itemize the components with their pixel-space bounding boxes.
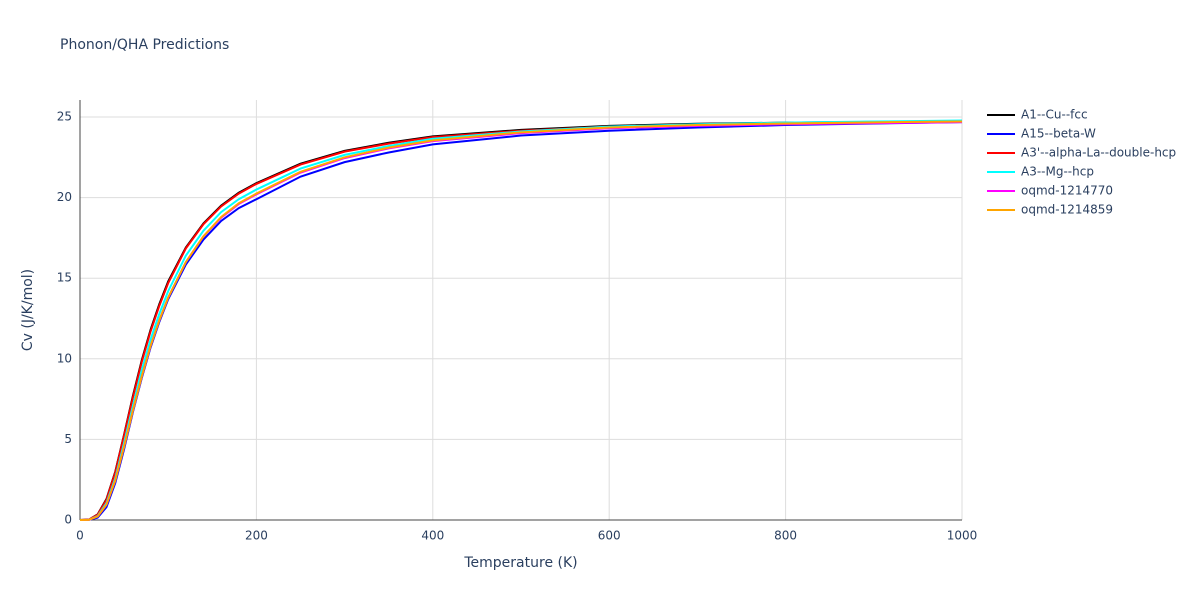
series-line bbox=[79, 120, 963, 521]
legend-label: oqmd-1214859 bbox=[1021, 203, 1113, 217]
x-axis-title: Temperature (K) bbox=[463, 555, 577, 571]
legend-label: A3--Mg--hcp bbox=[1021, 165, 1094, 179]
y-tick-label: 25 bbox=[57, 110, 72, 124]
y-tick-label: 20 bbox=[57, 190, 72, 204]
x-tick-label: 800 bbox=[774, 529, 797, 543]
legend-label: oqmd-1214770 bbox=[1021, 184, 1113, 198]
legend-label: A3'--alpha-La--double-hcp bbox=[1021, 146, 1176, 160]
y-tick-label: 0 bbox=[64, 513, 72, 527]
y-axis-title: Cv (J/K/mol) bbox=[20, 269, 36, 351]
series-line bbox=[79, 121, 963, 521]
chart-title: Phonon/QHA Predictions bbox=[60, 37, 229, 53]
legend-label: A15--beta-W bbox=[1021, 127, 1096, 141]
y-tick-label: 5 bbox=[64, 432, 72, 446]
x-tick-label: 0 bbox=[76, 529, 84, 543]
series-line bbox=[79, 120, 963, 521]
y-tick-label: 10 bbox=[57, 351, 72, 365]
series-line bbox=[79, 119, 963, 521]
x-tick-label: 600 bbox=[598, 529, 621, 543]
series-line bbox=[79, 121, 963, 521]
series-line bbox=[79, 120, 963, 521]
x-tick-label: 400 bbox=[421, 529, 444, 543]
y-tick-label: 15 bbox=[57, 271, 72, 285]
x-tick-label: 1000 bbox=[947, 529, 978, 543]
x-tick-label: 200 bbox=[245, 529, 268, 543]
legend-label: A1--Cu--fcc bbox=[1021, 108, 1088, 122]
